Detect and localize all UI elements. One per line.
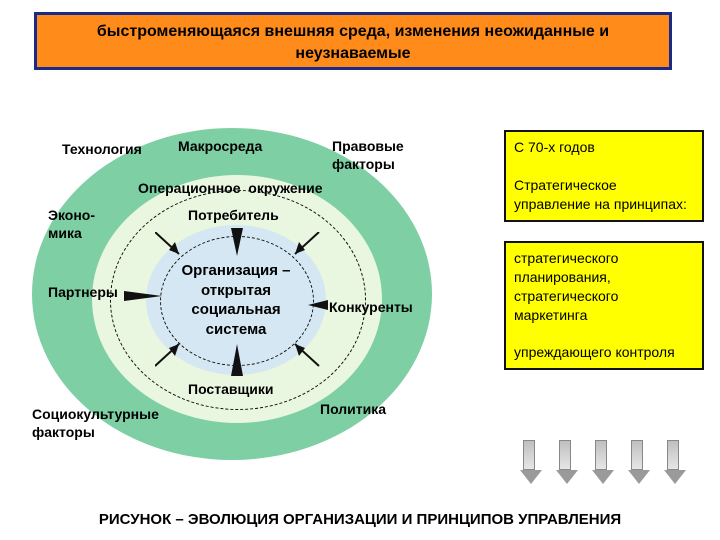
header-box: быстроменяющаяся внешняя среда, изменени… (34, 12, 672, 70)
label-op-env: Операционное окружение (138, 180, 323, 198)
canvas: быстроменяющаяся внешняя среда, изменени… (0, 0, 720, 540)
label-suppliers: Поставщики (188, 381, 274, 399)
label-politics: Политика (320, 401, 386, 419)
side-box-1: С 70-х годов Стратегическое управление н… (504, 130, 704, 222)
label-legal: Правовые факторы (332, 138, 404, 173)
label-macro: Макросреда (178, 138, 262, 156)
down-arrow-1 (520, 440, 538, 484)
down-arrow-3 (592, 440, 610, 484)
center-text: Организация – открытая социальная систем… (172, 261, 300, 339)
label-socio: Социокультурные факторы (32, 406, 159, 441)
caption: РИСУНОК – ЭВОЛЮЦИЯ ОРГАНИЗАЦИИ И ПРИНЦИП… (0, 511, 720, 528)
down-arrow-2 (556, 440, 574, 484)
down-arrow-4 (628, 440, 646, 484)
down-arrow-5 (664, 440, 682, 484)
label-technology: Технология (62, 141, 142, 159)
side-box-2: стратегического планирования, стратегиче… (504, 241, 704, 370)
label-consumer: Потребитель (188, 207, 279, 225)
label-economy: Эконо- мика (48, 207, 95, 242)
label-partners: Партнеры (48, 284, 118, 302)
label-competitors: Конкуренты (329, 299, 413, 317)
